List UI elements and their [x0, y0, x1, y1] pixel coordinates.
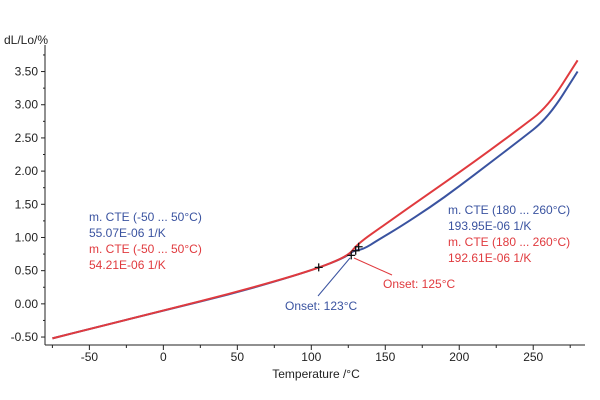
x-tick-label: -50: [81, 350, 99, 364]
x-tick-label: 250: [523, 350, 543, 364]
y-tick-label: 1.00: [15, 230, 39, 244]
series-layer: [52, 59, 579, 340]
y-axis-title: dL/Lo/%: [4, 33, 48, 47]
right-cte-red-value: 192.61E-06 1/K: [448, 251, 531, 265]
left-cte-red-range: m. CTE (-50 ... 50°C): [89, 242, 202, 256]
series-line-red: [52, 59, 579, 340]
onset-marker: [347, 251, 356, 260]
onset-markers: [314, 242, 363, 272]
y-tick-label: 1.50: [15, 197, 39, 211]
x-tick-label: 150: [375, 350, 395, 364]
onset-red-leader: [353, 257, 393, 276]
left-cte-blue-value: 55.07E-06 1/K: [89, 226, 166, 240]
x-tick-label: 50: [231, 350, 245, 364]
right-cte-red-range: m. CTE (180 ... 260°C): [448, 235, 570, 249]
x-tick-label: 0: [160, 350, 167, 364]
onset-blue-label: Onset: 123°C: [285, 299, 358, 313]
x-ticks: -50 0 50 100 150 200 250: [51, 345, 571, 364]
onset-blue-leader: [317, 257, 351, 297]
left-cte-red-value: 54.21E-06 1/K: [89, 258, 166, 272]
x-axis-title: Temperature /°C: [272, 367, 360, 381]
y-tick-label: 0.50: [15, 264, 39, 278]
x-tick-label: 100: [301, 350, 321, 364]
y-tick-label: 3.00: [15, 98, 39, 112]
left-cte-blue-range: m. CTE (-50 ... 50°C): [89, 210, 202, 224]
y-tick-label: 2.00: [15, 164, 39, 178]
y-tick-label: 2.50: [15, 131, 39, 145]
right-cte-blue-range: m. CTE (180 ... 260°C): [448, 203, 570, 217]
right-cte-blue-value: 193.95E-06 1/K: [448, 219, 531, 233]
y-ticks: -0.50 0.00 0.50 1.00 1.50 2.00 2.50 3.00 3.50: [11, 54, 45, 344]
x-tick-label: 200: [449, 350, 469, 364]
y-tick-label: -0.50: [11, 330, 39, 344]
onset-marker: [354, 242, 363, 251]
onset-red-label: Onset: 125°C: [383, 277, 456, 291]
y-tick-label: 3.50: [15, 65, 39, 79]
y-tick-label: 0.00: [15, 297, 39, 311]
onset-marker: [314, 263, 323, 272]
